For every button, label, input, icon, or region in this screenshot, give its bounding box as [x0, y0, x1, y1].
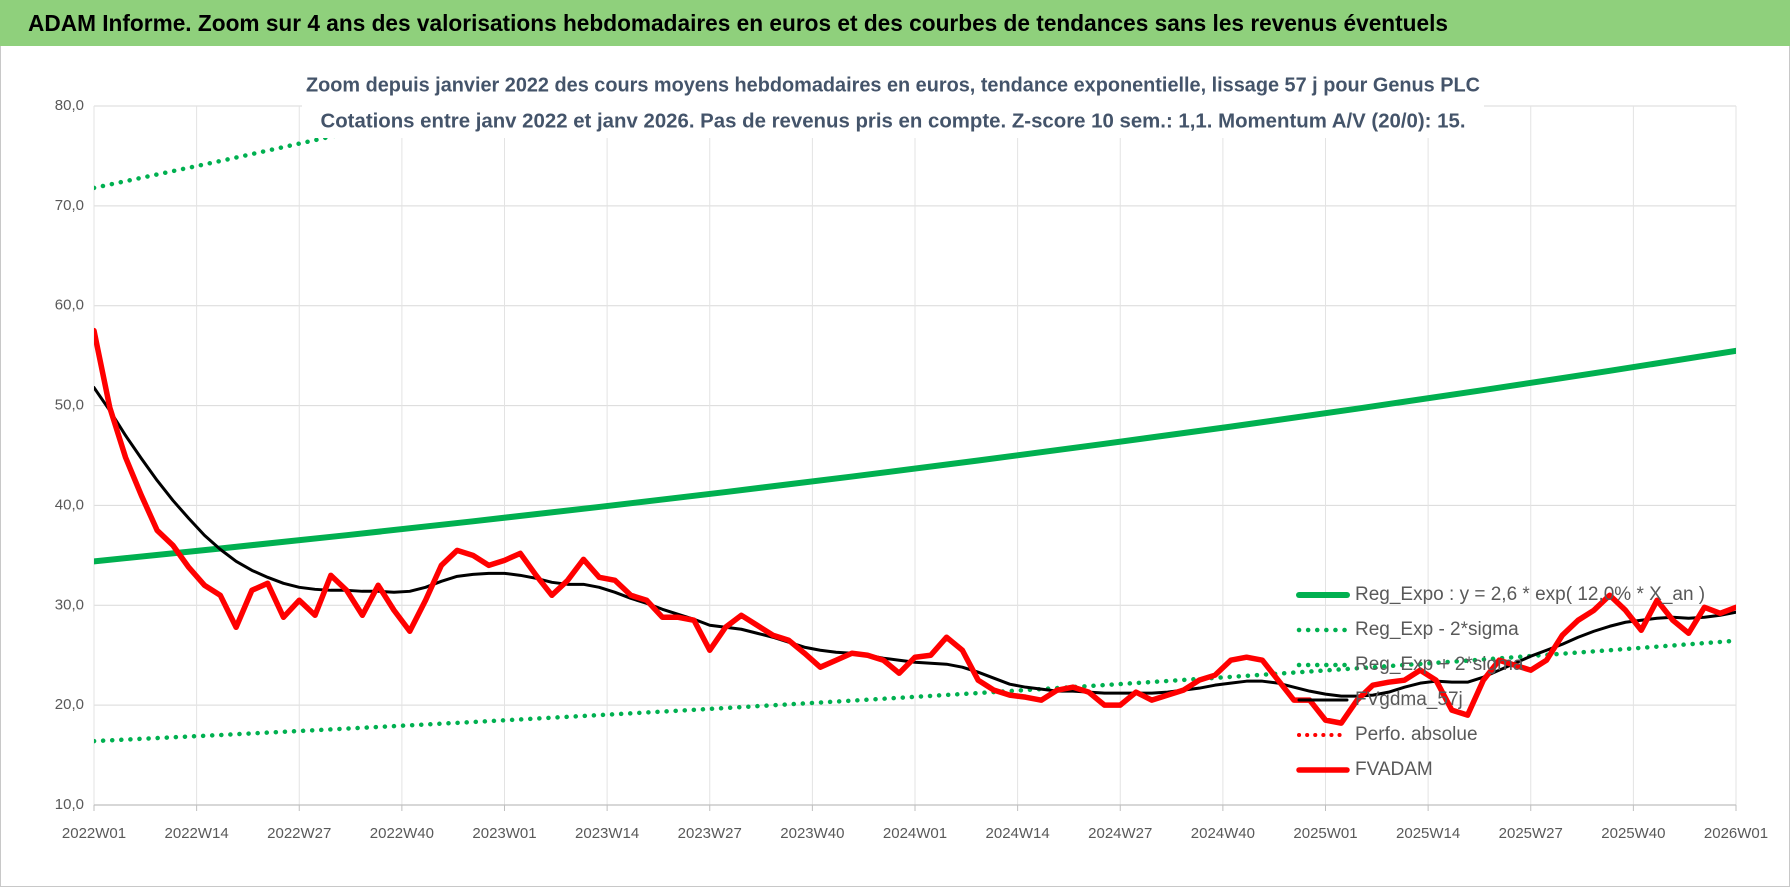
legend-label: Reg_Expo : y = 2,6 * exp( 12,0% * X_an ) — [1355, 584, 1705, 605]
x-tick-label: 2022W14 — [165, 825, 229, 842]
y-tick-label: 50,0 — [55, 397, 84, 414]
x-tick-label: 2024W01 — [883, 825, 947, 842]
header-bar — [0, 0, 1790, 46]
legend-label: Perfo. absolue — [1355, 724, 1478, 745]
series-line — [94, 327, 1736, 726]
overlay: Zoom depuis janvier 2022 des cours moyen… — [302, 68, 1484, 138]
legend-label: FVADAM — [1355, 759, 1433, 780]
x-tick-label: 2022W01 — [62, 825, 126, 842]
x-tick-label: 2022W27 — [267, 825, 331, 842]
x-tick-label: 2023W01 — [472, 825, 536, 842]
y-tick-label: 60,0 — [55, 297, 84, 314]
x-tick-label: 2023W40 — [780, 825, 844, 842]
x-tick-label: 2025W40 — [1601, 825, 1665, 842]
legend-label: Reg_Exp + 2*sigma — [1355, 654, 1524, 675]
x-tick-label: 2025W27 — [1499, 825, 1563, 842]
x-tick-label: 2024W14 — [986, 825, 1050, 842]
legend-label: Reg_Exp - 2*sigma — [1355, 619, 1519, 640]
series-line — [94, 638, 1736, 744]
y-tick-label: 30,0 — [55, 596, 84, 613]
x-tick-label: 2024W40 — [1191, 825, 1255, 842]
legend-label: FVgdma_57j — [1355, 689, 1463, 710]
series-line — [94, 347, 1736, 565]
y-tick-label: 80,0 — [55, 97, 84, 114]
subtitle-box — [302, 68, 1484, 138]
x-tick-label: 2022W40 — [370, 825, 434, 842]
x-tick-label: 2025W01 — [1293, 825, 1357, 842]
x-tick-label: 2024W27 — [1088, 825, 1152, 842]
header-title: ADAM Informe. Zoom sur 4 ans des valoris… — [28, 10, 1448, 36]
y-tick-label: 20,0 — [55, 696, 84, 713]
y-tick-label: 10,0 — [55, 796, 84, 813]
legend: Reg_Expo : y = 2,6 * exp( 12,0% * X_an )… — [1296, 584, 1705, 780]
x-tick-label: 2026W01 — [1704, 825, 1768, 842]
subtitle-line: Cotations entre janv 2022 et janv 2026. … — [321, 110, 1466, 132]
subtitle-line: Zoom depuis janvier 2022 des cours moyen… — [306, 74, 1480, 96]
x-tick-label: 2023W27 — [678, 825, 742, 842]
series-line — [94, 386, 1736, 698]
axes: 10,0 20,0 30,0 40,0 50,0 60,0 70,0 80,0 2022W01 2… — [55, 97, 1768, 842]
y-tick-label: 70,0 — [55, 197, 84, 214]
y-tick-label: 40,0 — [55, 496, 84, 513]
x-tick-label: 2023W14 — [575, 825, 639, 842]
x-tick-label: 2025W14 — [1396, 825, 1460, 842]
